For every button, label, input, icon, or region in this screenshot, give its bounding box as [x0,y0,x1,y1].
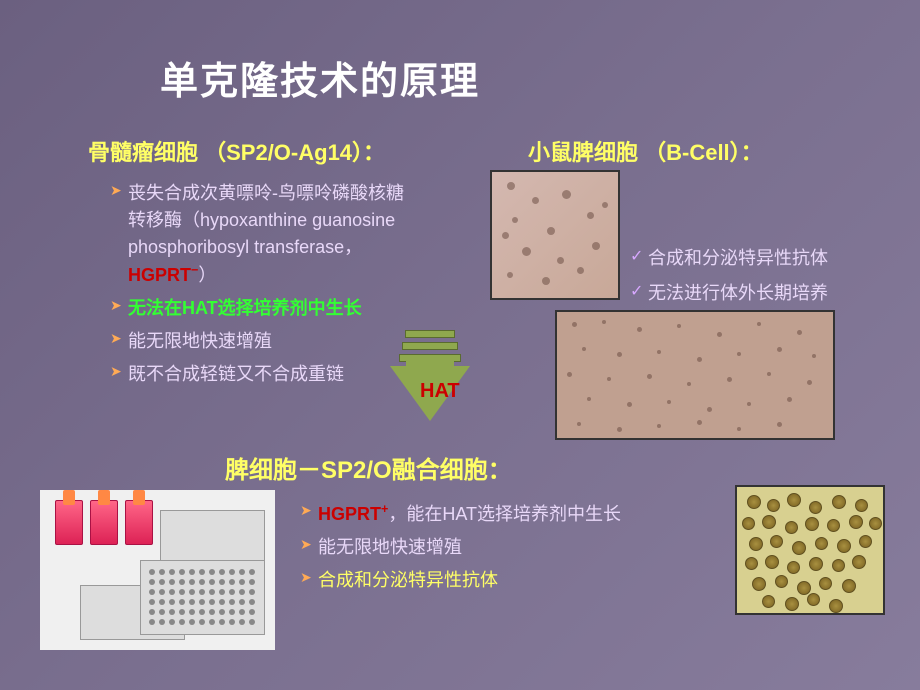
hgprt-minus-label: HGPRT− [128,265,198,285]
fusion-bullet1-rest: ，能在HAT选择培养剂中生长 [388,504,621,524]
hat-no-growth-text: 无法在HAT选择培养剂中生长 [128,298,362,318]
hybridoma-cell-image [735,485,885,615]
hgprt-plus-label: HGPRT+ [318,504,388,524]
myeloma-bullet-1: 丧失合成次黄嘌呤-鸟嘌呤磷酸核糖转移酶（hypoxanthine guanosi… [110,180,420,289]
bullet1-text-pre: 丧失合成次黄嘌呤-鸟嘌呤磷酸核糖转移酶（hypoxanthine guanosi… [128,183,404,257]
myeloma-bullet-4: 既不合成轻链又不合成重链 [110,361,420,388]
bcell-check-2: 无法进行体外长期培养 [630,280,890,307]
myeloma-heading: 骨髓瘤细胞 （SP2/O-Ag14）： [88,135,385,167]
bcell-check-1: 合成和分泌特异性抗体 [630,245,890,272]
myeloma-bullet-2: 无法在HAT选择培养剂中生长 [110,295,420,322]
bcell-heading: 小鼠脾细胞 （B-Cell）： [528,135,763,167]
slide-title: 单克隆技术的原理 [160,50,480,105]
fusion-bullet-2: 能无限地快速增殖 [300,534,720,561]
fusion-bullet-list: HGPRT+，能在HAT选择培养剂中生长 能无限地快速增殖 合成和分泌特异性抗体 [300,500,720,600]
myeloma-bullet-3: 能无限地快速增殖 [110,328,420,355]
fusion-heading: 脾细胞－SP2/O融合细胞： [225,450,512,485]
spleen-cell-image [555,310,835,440]
myeloma-bullet-list: 丧失合成次黄嘌呤-鸟嘌呤磷酸核糖转移酶（hypoxanthine guanosi… [110,180,420,394]
fusion-bullet-3: 合成和分泌特异性抗体 [300,567,720,594]
fusion-bullet3-text: 合成和分泌特异性抗体 [318,570,498,590]
fusion-bullet-1: HGPRT+，能在HAT选择培养剂中生长 [300,500,720,528]
bullet1-suffix: ） [198,265,216,285]
lab-equipment-image [40,490,275,650]
bcell-check-list: 合成和分泌特异性抗体 无法进行体外长期培养 [630,245,890,315]
myeloma-cell-image [490,170,620,300]
hat-arrow-label: HAT [420,380,460,403]
